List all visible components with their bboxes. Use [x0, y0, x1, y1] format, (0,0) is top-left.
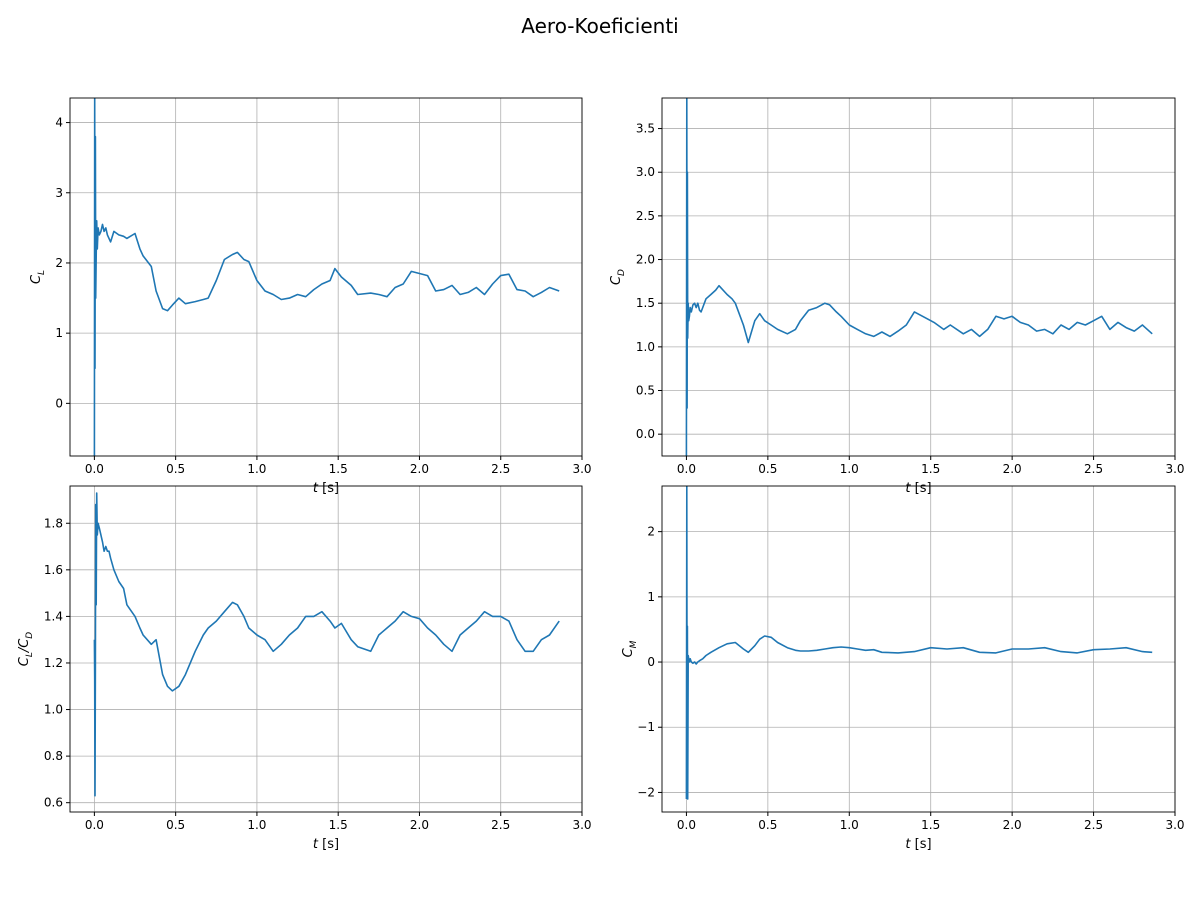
subplot-cl-cd: 0.0 0.5 1.0 1.5 2.0 2.5 3.0 0.6 0.8 1.0 1.2 1.4 1.6 1… [17, 485, 592, 852]
y-tick-label: 1 [55, 326, 63, 340]
y-tick-label: 1.8 [44, 516, 63, 530]
y-tick-label: 0.5 [636, 384, 655, 398]
x-tick-label: 1.0 [247, 462, 266, 476]
x-tick-label: 2.5 [1084, 818, 1103, 832]
y-tick-label: 2 [647, 525, 655, 539]
y-tick-label: 3 [55, 186, 63, 200]
y-tick-label: 1.6 [44, 563, 63, 577]
y-tick-label: 2.0 [636, 253, 655, 267]
x-tick-label: 0.0 [677, 462, 696, 476]
data-series-line [685, 98, 1153, 456]
data-series-line [685, 486, 1153, 800]
y-tick-label: 1.2 [44, 656, 63, 670]
y-tick-label: 2.5 [636, 209, 655, 223]
y-tick-label: 0.8 [44, 749, 63, 763]
y-tick-label: 0.0 [636, 427, 655, 441]
axes-frame [69, 97, 583, 457]
x-tick-label: 1.5 [329, 462, 348, 476]
grid [70, 486, 583, 812]
y-tick-label: 0.6 [44, 796, 63, 810]
x-tick-label: 1.5 [921, 462, 940, 476]
data-series-line [93, 492, 560, 797]
x-tick-label: 2.0 [1003, 462, 1022, 476]
x-tick-label: 0.0 [85, 462, 104, 476]
x-tick-label: 2.5 [1084, 462, 1103, 476]
y-tick-label: −2 [637, 785, 655, 799]
y-tick-label: 4 [55, 116, 63, 130]
axes-frame [661, 97, 1176, 457]
x-tick-label: 0.0 [85, 818, 104, 832]
x-tick-label: 0.5 [166, 462, 185, 476]
x-axis-label: t [s] [905, 837, 931, 852]
y-tick-label: 1.0 [636, 340, 655, 354]
x-tick-label: 3.0 [1165, 462, 1184, 476]
x-axis-label: t [s] [313, 837, 339, 852]
x-tick-label: 0.5 [166, 818, 185, 832]
x-tick-label: 3.0 [572, 462, 591, 476]
x-tick-label: 1.0 [840, 818, 859, 832]
data-series-line [93, 98, 560, 456]
y-axis-label: CM [621, 640, 639, 657]
y-axis-label: CL [29, 270, 47, 284]
y-axis-label: CD [609, 269, 627, 285]
y-tick-label: 3.5 [636, 122, 655, 136]
y-axis-label: CL/CD [17, 632, 35, 667]
y-tick-label: 1.4 [44, 609, 63, 623]
y-tick-label: 3.0 [636, 165, 655, 179]
grid [662, 98, 1176, 456]
x-tick-label: 2.0 [1003, 818, 1022, 832]
y-tick-label: 0 [55, 396, 63, 410]
y-tick-label: 1.0 [44, 703, 63, 717]
x-tick-label: 0.0 [677, 818, 696, 832]
x-tick-label: 2.0 [410, 818, 429, 832]
y-tick-label: −1 [637, 720, 655, 734]
axes-frame [69, 485, 583, 813]
y-tick-label: 0 [647, 655, 655, 669]
x-axis-label: t [s] [313, 481, 339, 496]
x-tick-label: 0.5 [758, 818, 777, 832]
x-tick-label: 1.5 [921, 818, 940, 832]
x-tick-label: 2.5 [491, 818, 510, 832]
x-tick-label: 0.5 [758, 462, 777, 476]
subplot-cm: 0.0 0.5 1.0 1.5 2.0 2.5 3.0 −2 −1 0 1 2 t [s] CM [621, 485, 1185, 852]
x-axis-label: t [s] [905, 481, 931, 496]
grid [70, 98, 583, 456]
x-tick-label: 1.5 [329, 818, 348, 832]
x-tick-label: 2.0 [410, 462, 429, 476]
x-tick-label: 1.0 [247, 818, 266, 832]
x-tick-label: 2.5 [491, 462, 510, 476]
x-tick-label: 3.0 [1165, 818, 1184, 832]
axes-frame [661, 485, 1176, 813]
x-tick-label: 1.0 [840, 462, 859, 476]
x-tick-label: 3.0 [572, 818, 591, 832]
y-tick-label: 1.5 [636, 296, 655, 310]
subplot-cd: 0.0 0.5 1.0 1.5 2.0 2.5 3.0 0.0 0.5 1.0 1.5 2.0 2.5 3… [609, 97, 1185, 496]
subplot-cl: 0.0 0.5 1.0 1.5 2.0 2.5 3.0 0 1 2 3 4 t [s] CL [29, 97, 592, 496]
y-tick-label: 2 [55, 256, 63, 270]
figure-title: Aero-Koeficienti [521, 14, 679, 38]
y-tick-label: 1 [647, 590, 655, 604]
